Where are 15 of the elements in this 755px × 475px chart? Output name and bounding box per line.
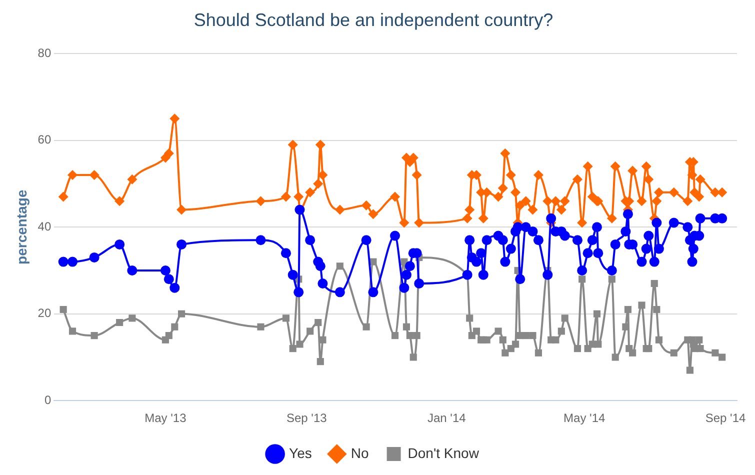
x-tick-label: Jan '14 (427, 411, 466, 426)
x-tick-label: May '13 (144, 411, 187, 426)
legend-label: Don't Know (408, 444, 480, 461)
y-tick-label: 60 (38, 132, 52, 147)
y-tick-label: 80 (38, 46, 52, 60)
y-axis-title: percentage (13, 190, 30, 264)
y-tick-label: 0 (44, 392, 52, 407)
legend-label: Yes (289, 444, 312, 461)
x-tick-label: May '14 (564, 411, 606, 426)
x-tick-label: Sep '14 (705, 411, 746, 426)
y-tick-label: 40 (38, 219, 52, 234)
legend-label: No (350, 444, 370, 461)
y-tick-label: 20 (38, 306, 52, 320)
chart-title: Should Scotland be an independent country? (194, 10, 554, 30)
x-tick-label: Sep '13 (286, 411, 328, 426)
